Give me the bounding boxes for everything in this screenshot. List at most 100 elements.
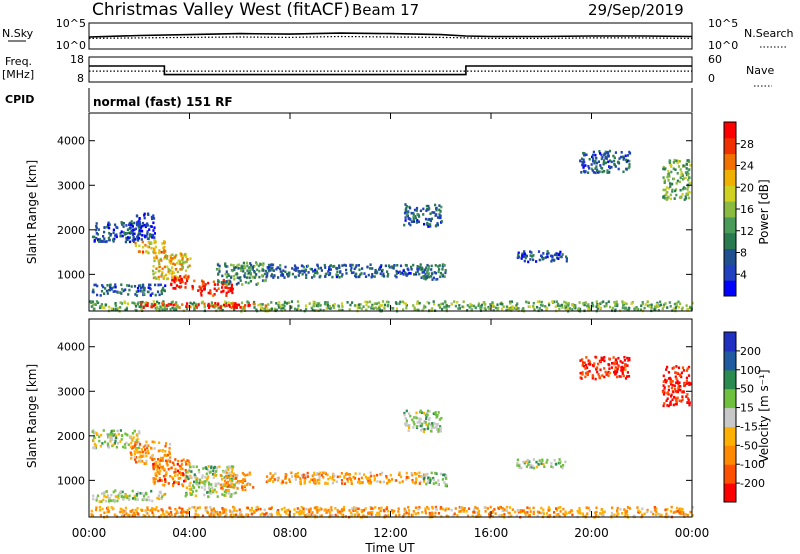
- power-cell: [329, 264, 332, 267]
- power-cell: [214, 302, 217, 305]
- power-cell: [402, 273, 405, 276]
- velocity-cell: [458, 510, 461, 513]
- velocity-cell: [204, 475, 207, 479]
- velocity-cell: [181, 467, 184, 471]
- velocity-cell: [206, 476, 210, 479]
- velocity-cell: [148, 498, 151, 502]
- power-cell: [119, 234, 122, 238]
- velocity-cell: [164, 492, 167, 496]
- power-cell: [125, 236, 128, 240]
- power-cell: [546, 252, 549, 256]
- power-cell: [274, 307, 277, 311]
- power-cell: [114, 307, 117, 311]
- power-cell: [150, 305, 153, 309]
- power-colorbar-tick-label: 4: [740, 268, 747, 281]
- power-cell: [174, 268, 177, 271]
- velocity-cell: [621, 361, 624, 364]
- velocity-cell: [339, 475, 342, 478]
- power-cell: [521, 254, 524, 258]
- power-cell: [667, 196, 670, 199]
- velocity-cell: [540, 506, 543, 510]
- power-cell: [153, 256, 156, 260]
- power-cell: [424, 217, 428, 221]
- power-cell: [315, 304, 318, 307]
- velocity-cell: [421, 510, 424, 514]
- power-cell: [280, 309, 283, 312]
- velocity-cell: [428, 481, 431, 484]
- velocity-cell: [195, 480, 198, 484]
- velocity-cell: [418, 417, 421, 421]
- velocity-cell: [131, 514, 134, 517]
- power-cell: [330, 307, 333, 310]
- power-cell: [687, 191, 690, 194]
- velocity-cell: [688, 401, 691, 404]
- power-cell: [338, 276, 341, 279]
- velocity-cell: [353, 477, 357, 480]
- velocity-cell: [369, 507, 373, 511]
- velocity-cell: [160, 514, 163, 517]
- power-cell: [667, 169, 670, 173]
- power-cell: [161, 288, 164, 292]
- power-cell: [132, 240, 136, 243]
- power-cell: [226, 265, 229, 268]
- velocity-cell: [94, 444, 97, 447]
- velocity-cell: [114, 440, 117, 443]
- power-cell: [148, 235, 151, 238]
- power-cell: [339, 308, 342, 312]
- velocity-cell: [381, 471, 384, 475]
- velocity-cell: [211, 511, 214, 514]
- power-cell: [284, 301, 287, 304]
- velocity-cell: [136, 507, 139, 510]
- velocity-cell: [222, 470, 225, 474]
- velocity-cell: [182, 458, 185, 462]
- velocity-cell: [193, 486, 196, 489]
- power-cell: [425, 204, 428, 208]
- power-cell: [297, 270, 300, 273]
- power-cell: [358, 306, 361, 309]
- velocity-cell: [207, 495, 210, 498]
- velocity-cell: [212, 514, 215, 517]
- velocity-cell: [186, 475, 189, 479]
- power-cell: [527, 301, 530, 305]
- velocity-cell: [540, 462, 543, 465]
- power-cell: [294, 266, 297, 269]
- power-cell: [169, 261, 172, 265]
- velocity-cell: [607, 370, 610, 374]
- velocity-cell: [405, 511, 408, 515]
- power-cell: [138, 305, 141, 308]
- power-cell: [458, 304, 461, 307]
- velocity-cell: [92, 497, 95, 501]
- power-cell: [136, 214, 139, 218]
- velocity-cell: [654, 513, 657, 516]
- power-cell: [538, 307, 541, 310]
- power-cell: [243, 274, 246, 277]
- power-cell: [522, 307, 525, 310]
- velocity-cell: [685, 382, 688, 385]
- velocity-cell: [131, 497, 135, 500]
- power-cell: [121, 287, 124, 291]
- power-cell: [146, 302, 149, 305]
- power-cell: [689, 181, 692, 185]
- power-cell: [359, 273, 362, 277]
- power-cell: [627, 309, 631, 312]
- velocity-cell: [306, 471, 309, 475]
- velocity-cell: [685, 369, 689, 372]
- power-cell: [415, 206, 419, 210]
- velocity-cell: [172, 463, 176, 467]
- power-cell: [469, 302, 472, 306]
- power-cell: [384, 264, 387, 268]
- power-cell: [441, 302, 445, 306]
- power-cell: [542, 257, 545, 261]
- velocity-cell: [663, 402, 666, 405]
- velocity-cell: [250, 506, 253, 510]
- velocity-colorbar-frame: [723, 331, 737, 503]
- power-cell: [251, 265, 254, 269]
- velocity-cell: [273, 478, 276, 481]
- power-cell: [217, 272, 220, 276]
- power-colorbar-segment: [724, 169, 736, 186]
- velocity-cell: [179, 465, 183, 468]
- power-cell: [441, 274, 444, 278]
- power-cell: [324, 275, 327, 278]
- power-cell: [136, 235, 139, 239]
- power-cell: [249, 273, 252, 276]
